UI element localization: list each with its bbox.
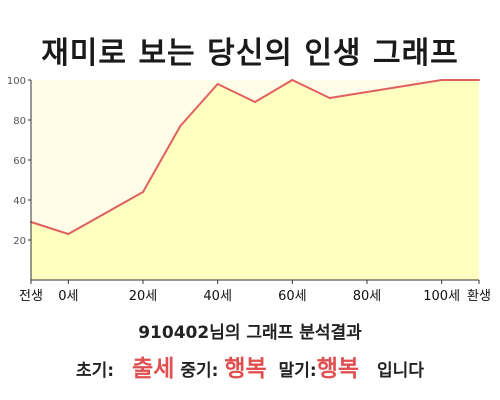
summary-suffix: 님의 그래프 분석결과 bbox=[209, 323, 362, 343]
analysis-summary: 910402님의 그래프 분석결과 bbox=[0, 318, 500, 343]
data-point bbox=[254, 101, 256, 103]
data-point bbox=[142, 191, 144, 193]
analysis-result: 초기: 출세 중기: 행복 말기:행복 입니다 bbox=[0, 349, 500, 383]
result-ending: 입니다 bbox=[377, 361, 424, 381]
data-point bbox=[478, 79, 480, 81]
mid-value: 행복 bbox=[224, 356, 267, 382]
data-point bbox=[67, 233, 70, 235]
early-label: 초기: bbox=[76, 361, 115, 381]
y-tick-label: 20 bbox=[13, 236, 26, 247]
x-tick-label: 전생 bbox=[19, 289, 43, 304]
data-point bbox=[366, 91, 368, 93]
data-point bbox=[403, 85, 406, 87]
y-tick-label: 100 bbox=[7, 76, 26, 87]
data-point bbox=[291, 79, 294, 81]
series-line bbox=[30, 79, 479, 235]
x-tick-label: 환생 bbox=[467, 289, 491, 304]
y-tick-label: 40 bbox=[13, 196, 26, 207]
late-label: 말기: bbox=[278, 361, 317, 381]
x-tick-label: 60세 bbox=[278, 289, 307, 304]
late-value: 행복 bbox=[316, 356, 360, 382]
data-point bbox=[179, 125, 182, 127]
mid-label: 중기: bbox=[180, 361, 219, 381]
chart-title: 재미로 보는 당신의 인생 그래프 bbox=[41, 36, 459, 71]
user-id: 910402 bbox=[138, 323, 210, 343]
data-point bbox=[216, 83, 219, 85]
x-tick-label: 100세 bbox=[423, 289, 460, 304]
series-area bbox=[31, 80, 479, 280]
x-tick-label: 0세 bbox=[58, 289, 78, 304]
x-tick-label: 20세 bbox=[129, 289, 158, 304]
early-value: 출세 bbox=[132, 356, 175, 382]
data-point bbox=[440, 79, 443, 81]
x-tick-label: 80세 bbox=[353, 289, 382, 304]
x-tick-label: 40세 bbox=[203, 289, 232, 304]
y-tick-label: 80 bbox=[13, 116, 26, 127]
y-tick-label: 60 bbox=[13, 156, 26, 167]
data-point bbox=[328, 97, 331, 99]
